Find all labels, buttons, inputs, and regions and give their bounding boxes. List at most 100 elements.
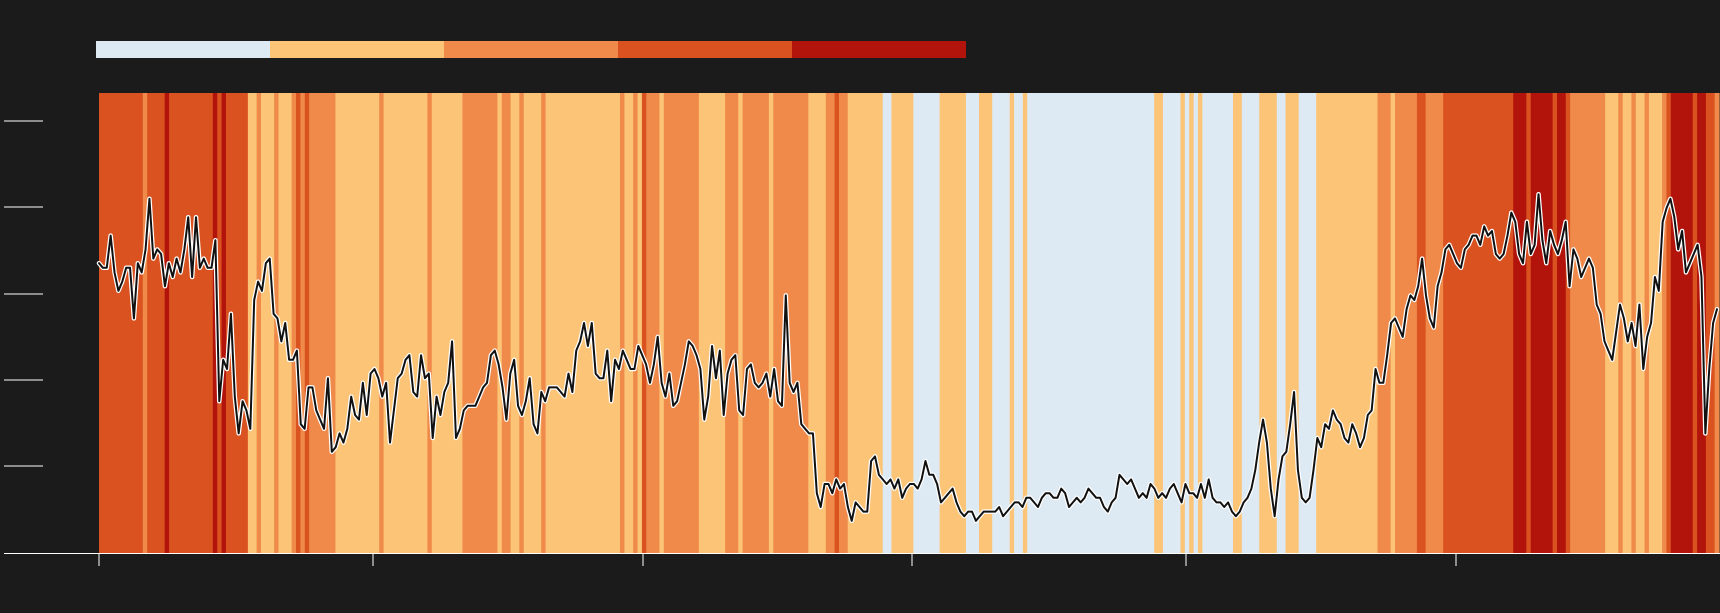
stripe-band (1666, 93, 1672, 553)
stripe-band (1241, 93, 1260, 553)
stripe-band (742, 93, 770, 553)
stripe-band (624, 93, 634, 553)
stripe-band (304, 93, 310, 553)
legend-swatch-5 (792, 41, 966, 58)
stripe-band (773, 93, 809, 553)
stripe-band (1009, 93, 1015, 553)
stripe-band (834, 93, 840, 553)
stripe-band (142, 93, 148, 553)
stripe-band (1014, 93, 1024, 553)
series-line (96, 191, 1720, 524)
stripe-band (296, 93, 302, 553)
stripe-band (1513, 93, 1527, 553)
stripe-band (261, 93, 275, 553)
stripe-band (965, 93, 980, 553)
legend-swatch-2 (270, 41, 444, 58)
stripe-band (1189, 93, 1195, 553)
stripe-band (379, 93, 385, 553)
stripe-band (510, 93, 520, 553)
legend-swatch-3 (444, 41, 618, 58)
stripe-band (427, 93, 433, 553)
stripe-band (1692, 93, 1698, 553)
stripe-band (939, 93, 967, 553)
stripe-band (519, 93, 525, 553)
stripe-band (891, 93, 914, 553)
stripe-bands (99, 93, 1720, 553)
stripe-band (221, 93, 227, 553)
stripe-band (1705, 93, 1716, 553)
stripe-band (1184, 93, 1190, 553)
stripe-band (1618, 93, 1624, 553)
stripe-band (1670, 93, 1694, 553)
stripe-band (633, 93, 639, 553)
stripe-band (646, 93, 661, 553)
stripe-band (663, 93, 700, 553)
legend (96, 41, 966, 58)
stripe-band (1662, 93, 1668, 553)
stripe-band (462, 93, 499, 553)
stripe-band (335, 93, 380, 553)
stripe-band (659, 93, 665, 553)
stripe-band (698, 93, 726, 553)
stripe-band (497, 93, 503, 553)
stripe-band (882, 93, 893, 553)
stripe-band (838, 93, 849, 553)
stripe-band (147, 93, 166, 553)
stripe-band (1565, 93, 1571, 553)
stripe-band (1644, 93, 1650, 553)
stripe-band (641, 93, 647, 553)
stripe-band (768, 93, 774, 553)
stripe-band (431, 93, 464, 553)
stripe-band (291, 93, 297, 553)
stripe-band (1233, 93, 1243, 553)
legend-swatch-1 (96, 41, 270, 58)
stripe-band (1027, 93, 1155, 553)
stripe-band (1162, 93, 1182, 553)
stripe-band (1298, 93, 1317, 553)
stripe-band (1530, 93, 1554, 553)
stripe-band (1557, 93, 1567, 553)
stripe-band (620, 93, 626, 553)
stripe-band (847, 93, 884, 553)
stripe-band (1526, 93, 1532, 553)
stripe-band (725, 93, 739, 553)
y-axis-ticks (4, 120, 43, 467)
stripe-band (1154, 93, 1164, 553)
stripe-band (979, 93, 993, 553)
stripe-band (637, 93, 643, 553)
stripe-band (1622, 93, 1633, 553)
stripe-band (1552, 93, 1558, 553)
stripe-band (1202, 93, 1234, 553)
x-axis (4, 553, 1720, 566)
stripe-band (1022, 93, 1028, 553)
stripe-band (225, 93, 249, 553)
stripe-band (169, 93, 214, 553)
stripe-band (501, 93, 512, 553)
stripe-band (1416, 93, 1427, 553)
legend-swatch-4 (618, 41, 792, 58)
stripe-band (1276, 93, 1287, 553)
stripe-band (523, 93, 542, 553)
stripe-band (1180, 93, 1186, 553)
stripe-band (1377, 93, 1392, 553)
stripe-band (383, 93, 428, 553)
stripe-band (256, 93, 262, 553)
stripe-band (1193, 93, 1199, 553)
stripe-band (1648, 93, 1663, 553)
stripe-band (1443, 93, 1514, 553)
stripe-band (825, 93, 836, 553)
stripe-band (1714, 93, 1720, 553)
stripe-band (1197, 93, 1203, 553)
stripe-band (1259, 93, 1278, 553)
stripe-band (1316, 93, 1379, 553)
stripe-band (1285, 93, 1300, 553)
stripe-band (217, 93, 223, 553)
stripe-band (992, 93, 1011, 553)
stripe-band (1605, 93, 1619, 553)
stripe-band (541, 93, 547, 553)
stripe-band (99, 93, 144, 553)
series-line-path (98, 193, 1718, 522)
stripe-band (309, 93, 337, 553)
